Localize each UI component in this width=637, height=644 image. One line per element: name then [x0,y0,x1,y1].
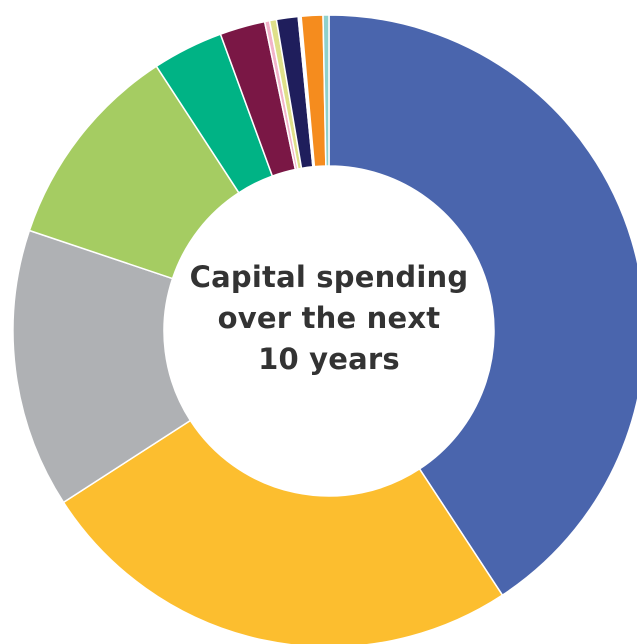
donut-slice-1 [328,14,637,596]
donut-slice-12 [322,14,330,167]
donut-slice-2 [62,419,504,644]
center-label-line-1: Capital spending [189,260,469,294]
donut-slice-3 [12,229,192,504]
center-label-line-3: 10 years [258,342,400,376]
center-label: Capital spending over the next 10 years [169,257,489,380]
center-label-line-2: over the next [217,301,441,335]
